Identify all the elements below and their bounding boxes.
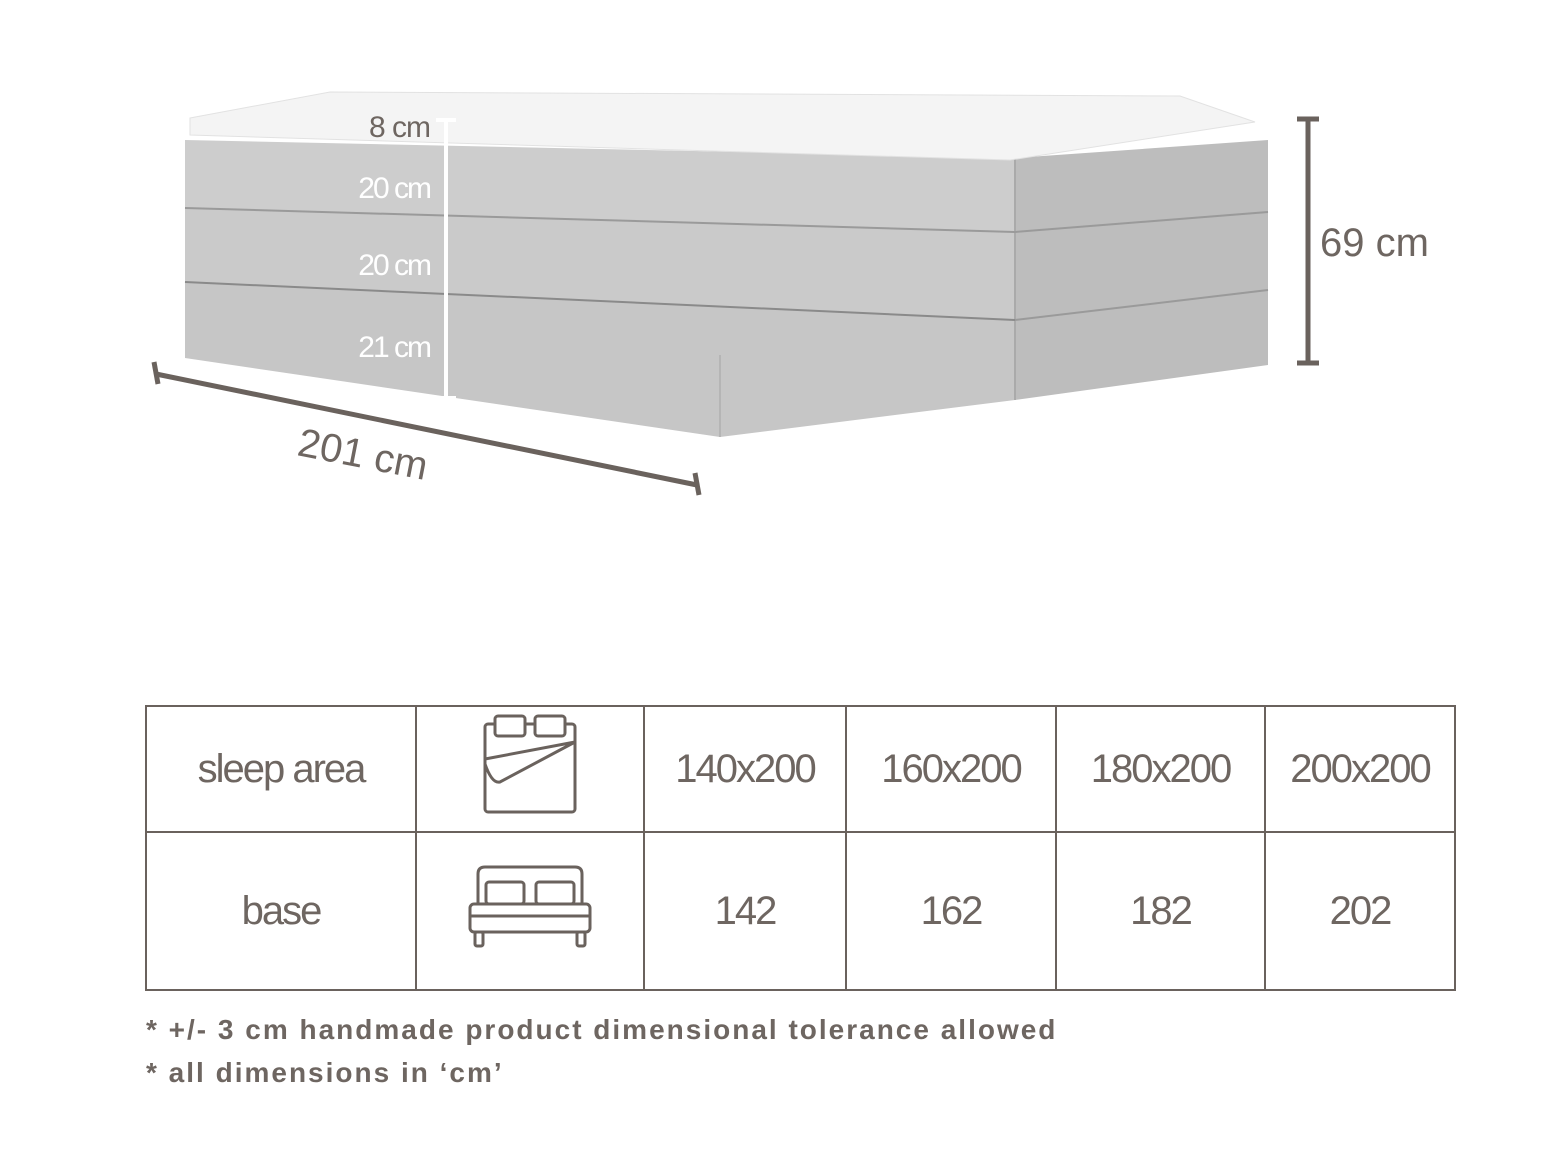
length-label: 201 cm — [294, 421, 431, 489]
table-cell: 142 — [643, 831, 847, 991]
table-cell: 160x200 — [845, 705, 1057, 833]
total-height-label: 69 cm — [1320, 221, 1429, 265]
layer-dimension-line — [436, 118, 456, 400]
bed-icon — [415, 831, 645, 991]
layer-topper-label: 8 cm — [369, 111, 430, 144]
mattress-topper — [189, 91, 1256, 161]
middle-layer — [185, 208, 1015, 320]
table-row-sleep-area: sleep area 140x200 160x200 180x200 200x2… — [145, 705, 1456, 833]
layer-base-label: 21 cm — [358, 331, 431, 364]
bed-side-face — [1015, 140, 1268, 400]
table-cell: 200x200 — [1264, 705, 1456, 833]
table-cell: 180x200 — [1055, 705, 1266, 833]
footnotes: * +/- 3 cm handmade product dimensional … — [146, 1008, 1057, 1094]
length-dimension-line — [151, 361, 702, 496]
mattress-duvet-icon — [415, 705, 645, 833]
top-layer — [185, 140, 1015, 232]
layer-middle-label: 20 cm — [358, 249, 431, 282]
table-cell: 140x200 — [643, 705, 847, 833]
table-cell: 162 — [845, 831, 1057, 991]
tolerance-note: * +/- 3 cm handmade product dimensional … — [146, 1014, 1058, 1045]
table-cell: 202 — [1264, 831, 1456, 991]
units-note: * all dimensions in ‘cm’ — [146, 1057, 504, 1088]
table-cell: 182 — [1055, 831, 1266, 991]
size-table: sleep area 140x200 160x200 180x200 200x2… — [145, 705, 1456, 991]
layer-top-label: 20 cm — [358, 172, 431, 205]
table-row-base: base 142 162 182 202 — [145, 831, 1456, 991]
row-label: sleep area — [145, 705, 417, 833]
base-layer — [185, 282, 1015, 437]
row-label: base — [145, 831, 417, 991]
bed-illustration: 8 cm 20 cm 20 cm 21 cm 69 cm 201 cm — [151, 91, 1429, 496]
total-height-dimension-line — [1297, 116, 1319, 366]
